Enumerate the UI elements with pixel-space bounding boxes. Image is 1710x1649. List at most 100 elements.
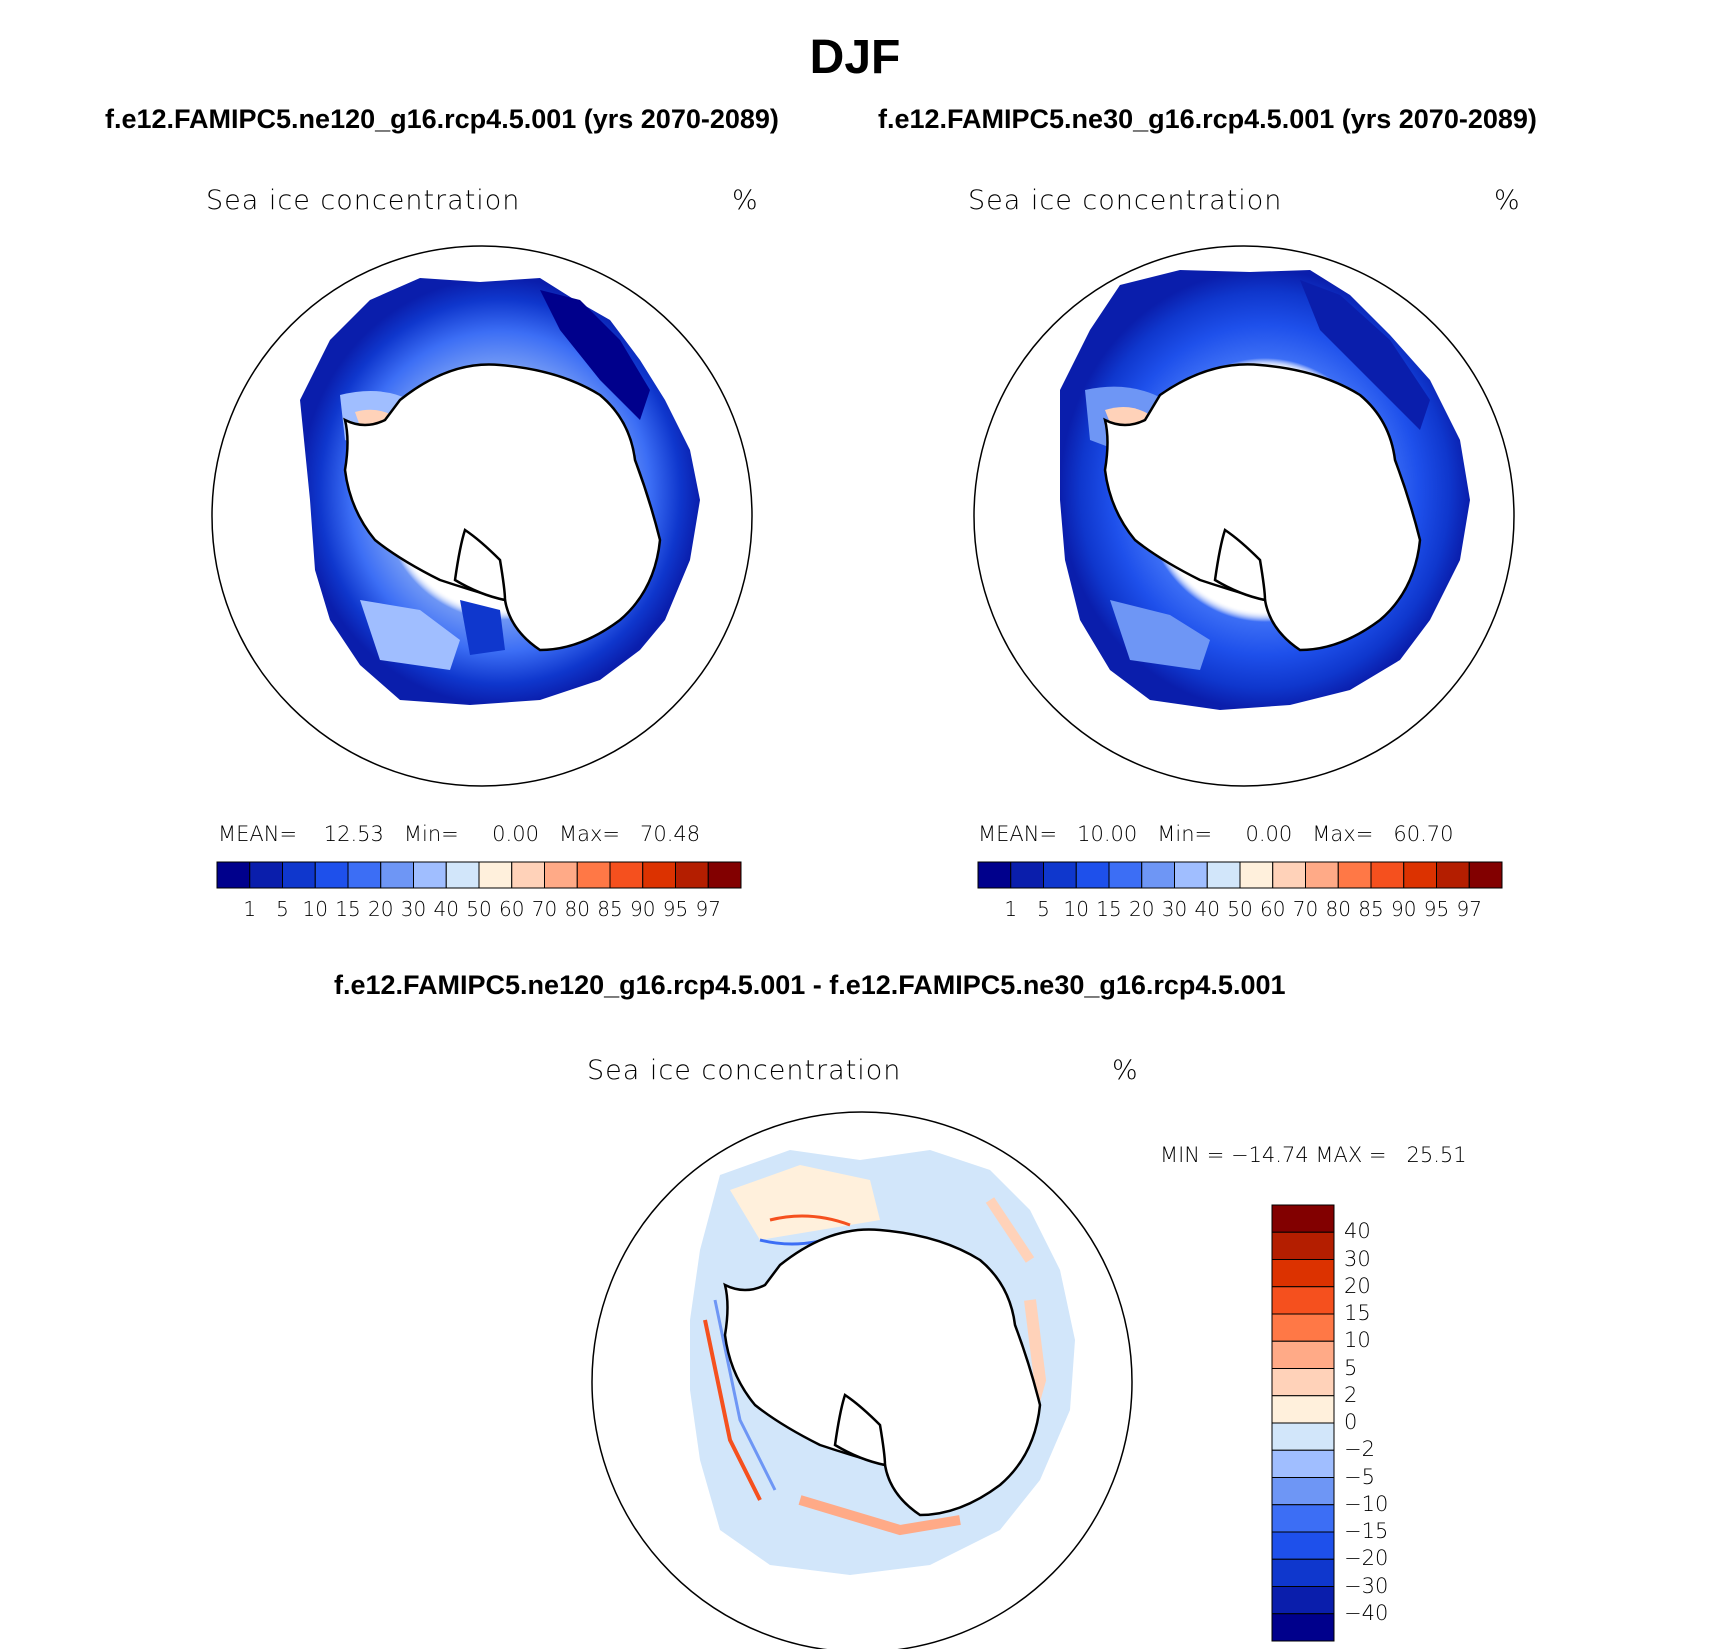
difference-colorbar-swatch-4 <box>1271 1313 1335 1342</box>
panel2-colorbar-tick-5: 30 <box>1161 897 1188 921</box>
panel2-variable-label: Sea ice concentration <box>968 185 1283 216</box>
difference-ross-ice-shelf <box>833 1393 887 1467</box>
panel2-colorbar-swatch-11 <box>1337 861 1372 889</box>
difference-colorbar-swatch-15 <box>1271 1613 1335 1642</box>
panel1-colorbar-swatch-6 <box>413 861 447 889</box>
panel1-colorbar-tick-5: 30 <box>400 897 427 921</box>
panel2-min-value: 0.00 <box>1245 822 1293 846</box>
panel1-min-label: Min= <box>403 822 459 846</box>
panel2-subtitle: f.e12.FAMIPC5.ne30_g16.rcp4.5.001 (yrs 2… <box>878 104 1537 134</box>
difference-colorbar-tick-0: 40 <box>1344 1219 1371 1244</box>
panel2-stats: MEAN= 10.00 Min= 0.00 Max= 60.70 <box>978 822 1453 846</box>
panel2-colorbar-tick-1: 5 <box>1037 897 1050 921</box>
panel2-colorbar-tick-6: 40 <box>1194 897 1220 921</box>
panel1-units-label: % <box>732 185 759 216</box>
difference-colorbar-tick-1: 30 <box>1344 1246 1371 1271</box>
difference-colorbar-tick-4: 10 <box>1344 1328 1371 1353</box>
panel2-colorbar-tick-9: 70 <box>1292 897 1319 921</box>
panel2-map-boundary <box>973 245 1515 787</box>
panel2-colorbar-swatch-8 <box>1239 861 1274 889</box>
difference-colorbar <box>1271 1204 1335 1642</box>
panel2-colorbar-swatch-12 <box>1370 861 1405 889</box>
difference-colorbar-swatch-7 <box>1271 1395 1335 1424</box>
difference-colorbar-swatch-2 <box>1271 1259 1335 1288</box>
difference-colorbar-tick-5: 5 <box>1344 1355 1358 1380</box>
difference-colorbar-tick-8: −2 <box>1344 1437 1375 1462</box>
panel2-colorbar <box>977 861 1503 889</box>
difference-variable-label: Sea ice concentration <box>587 1055 902 1086</box>
panel2-colorbar-ticks: 1 5 10 15 20 30 40 50 60 70 80 85 90 95 97 <box>978 897 1502 923</box>
panel1-max-label: Max= <box>558 822 620 846</box>
panel1-colorbar-ticks: 1 5 10 15 20 30 40 50 60 70 80 85 90 95 97 <box>217 897 741 923</box>
difference-colorbar-tick-7: 0 <box>1344 1410 1358 1434</box>
panel1-colorbar-tick-3: 15 <box>335 897 361 921</box>
difference-colorbar-swatch-9 <box>1271 1449 1335 1478</box>
panel2-colorbar-swatch-15 <box>1468 861 1503 889</box>
panel2-max-label: Max= <box>1312 822 1374 846</box>
panel2-colorbar-tick-8: 60 <box>1260 897 1286 921</box>
difference-units-label: % <box>1112 1055 1139 1086</box>
panel2-colorbar-tick-10: 80 <box>1325 897 1351 921</box>
panel1-mean-label: MEAN= <box>218 822 298 846</box>
panel1-colorbar-swatch-5 <box>380 861 414 889</box>
panel1-colorbar-tick-14: 97 <box>695 897 721 921</box>
main-title: DJF <box>809 31 901 84</box>
difference-colorbar-swatch-3 <box>1271 1286 1335 1315</box>
difference-colorbar-ticks: 40 30 20 15 10 5 2 0 −2 −5 −10 −15 −20 −30 −40 <box>1344 1205 1414 1641</box>
panel1-antarctica-coast <box>343 363 662 652</box>
difference-colorbar-tick-2: 20 <box>1344 1273 1371 1298</box>
panel1-colorbar-swatch-15 <box>707 861 742 889</box>
panel1-colorbar-tick-9: 70 <box>531 897 558 921</box>
difference-colorbar-tick-9: −5 <box>1344 1464 1375 1489</box>
panel2-colorbar-swatch-13 <box>1403 861 1437 889</box>
panel1-colorbar-swatch-2 <box>282 861 316 889</box>
difference-colorbar-swatch-0 <box>1271 1204 1335 1233</box>
difference-colorbar-swatch-11 <box>1271 1504 1335 1533</box>
panel2-antarctica-coast <box>1103 363 1422 652</box>
panel2-mean-label: MEAN= <box>978 822 1058 846</box>
panel1-colorbar-tick-1: 5 <box>276 897 289 921</box>
panel2-colorbar-swatch-0 <box>977 861 1012 889</box>
panel2-colorbar-tick-2: 10 <box>1063 897 1089 921</box>
panel1-min-value: 0.00 <box>492 822 539 846</box>
panel1-colorbar-swatch-11 <box>576 861 611 889</box>
panel2-colorbar-tick-11: 85 <box>1358 897 1384 921</box>
panel1-colorbar-tick-7: 50 <box>466 897 492 921</box>
panel2-colorbar-tick-7: 50 <box>1227 897 1253 921</box>
panel1-colorbar-swatch-3 <box>314 861 349 889</box>
panel2-colorbar-tick-12: 90 <box>1391 897 1417 921</box>
panel1-ross-ice-shelf <box>453 528 507 602</box>
panel1-colorbar-tick-10: 80 <box>564 897 590 921</box>
panel2-colorbar-tick-3: 15 <box>1096 897 1122 921</box>
panel2-mean-value: 10.00 <box>1077 822 1138 846</box>
panel1-max-value: 70.48 <box>640 822 701 846</box>
panel2-colorbar-tick-0: 1 <box>1004 897 1018 921</box>
difference-colorbar-tick-12: −20 <box>1344 1546 1389 1571</box>
panel2-colorbar-tick-4: 20 <box>1129 897 1155 921</box>
difference-colorbar-tick-14: −40 <box>1344 1600 1389 1625</box>
difference-colorbar-tick-3: 15 <box>1344 1301 1371 1325</box>
panel1-colorbar-tick-11: 85 <box>597 897 623 921</box>
panel1-colorbar-tick-0: 1 <box>243 897 257 921</box>
panel1-colorbar-tick-2: 10 <box>302 897 328 921</box>
difference-colorbar-swatch-13 <box>1271 1558 1335 1587</box>
difference-colorbar-tick-11: −15 <box>1344 1519 1389 1543</box>
difference-colorbar-swatch-14 <box>1271 1586 1335 1615</box>
panel2-colorbar-swatch-2 <box>1043 861 1077 889</box>
panel2-colorbar-swatch-7 <box>1206 861 1241 889</box>
panel2-min-label: Min= <box>1157 822 1213 846</box>
difference-colorbar-tick-13: −30 <box>1344 1573 1389 1598</box>
panel1-colorbar-tick-8: 60 <box>499 897 525 921</box>
difference-colorbar-swatch-10 <box>1271 1477 1335 1506</box>
difference-colorbar-swatch-1 <box>1271 1231 1335 1260</box>
difference-subtitle: f.e12.FAMIPC5.ne120_g16.rcp4.5.001 - f.e… <box>334 970 1286 1000</box>
panel1-colorbar-swatch-13 <box>642 861 676 889</box>
panel1-subtitle: f.e12.FAMIPC5.ne120_g16.rcp4.5.001 (yrs … <box>105 104 779 134</box>
difference-antarctica-coast <box>723 1228 1042 1517</box>
panel2-units-label: % <box>1494 185 1521 216</box>
panel1-colorbar-tick-13: 95 <box>662 897 689 921</box>
panel1-colorbar-swatch-9 <box>511 861 545 889</box>
panel2-colorbar-swatch-10 <box>1305 861 1339 889</box>
